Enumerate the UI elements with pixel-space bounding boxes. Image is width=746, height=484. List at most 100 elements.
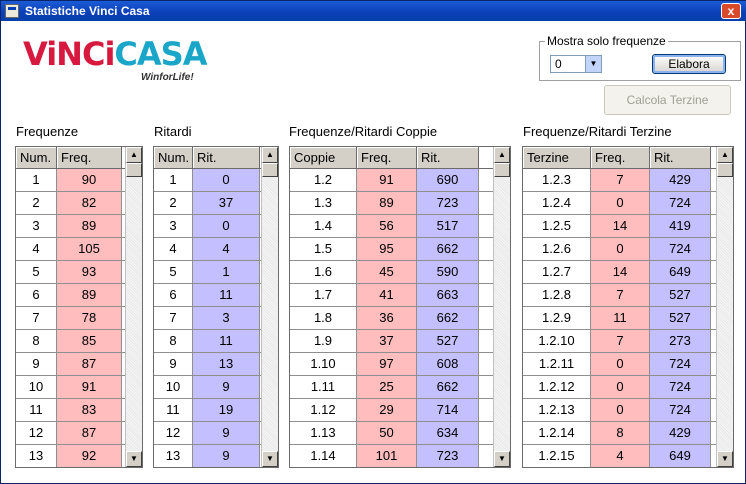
table-cell: 5 [16, 261, 57, 283]
table-row[interactable]: 1.2.9 11 527 [523, 307, 733, 330]
table-row[interactable]: 1.2.8 7 527 [523, 284, 733, 307]
table-row[interactable]: 1.8 36 662 [290, 307, 510, 330]
close-button[interactable]: x [721, 3, 741, 19]
table-row[interactable]: 1.5 95 662 [290, 238, 510, 261]
arrow-down-icon[interactable]: ▼ [262, 451, 278, 467]
table-row[interactable]: 1.2 91 690 [290, 169, 510, 192]
table-row[interactable]: 1.2.7 14 649 [523, 261, 733, 284]
arrow-up-icon[interactable]: ▲ [717, 147, 733, 163]
column-header[interactable]: Rit. [417, 147, 479, 168]
table-row[interactable]: 12 9 [154, 422, 278, 445]
scroll-thumb[interactable] [126, 163, 142, 177]
arrow-down-icon[interactable]: ▼ [494, 451, 510, 467]
frequency-filter-combo[interactable]: 0 ▼ [550, 55, 602, 73]
scroll-thumb[interactable] [717, 163, 733, 177]
column-header[interactable]: Freq. [57, 147, 122, 168]
table-row[interactable]: 1.2.4 0 724 [523, 192, 733, 215]
table-row[interactable]: 13 92 [16, 445, 142, 467]
table-row[interactable]: 1.2.14 8 429 [523, 422, 733, 445]
vertical-scrollbar[interactable]: ▲ ▼ [125, 147, 142, 467]
vertical-scrollbar[interactable]: ▲ ▼ [493, 147, 510, 467]
coppie-table[interactable]: Coppie Freq. Rit. 1.2 91 690 1.3 89 723 1.4 56 517 1… [289, 146, 511, 468]
table-cell: 6 [16, 284, 57, 306]
table-row[interactable]: 1.10 97 608 [290, 353, 510, 376]
column-header[interactable]: Rit. [650, 147, 711, 168]
column-header[interactable]: Terzine [523, 147, 591, 168]
table-row[interactable]: 1.2.3 7 429 [523, 169, 733, 192]
column-header[interactable]: Rit. [193, 147, 260, 168]
vertical-scrollbar[interactable]: ▲ ▼ [716, 147, 733, 467]
table-row[interactable]: 1.11 25 662 [290, 376, 510, 399]
table-row[interactable]: 6 89 [16, 284, 142, 307]
arrow-down-icon[interactable]: ▼ [717, 451, 733, 467]
chevron-down-icon[interactable]: ▼ [585, 56, 601, 72]
elabora-button[interactable]: Elabora [652, 54, 726, 74]
table-row[interactable]: 1.2.11 0 724 [523, 353, 733, 376]
table-row[interactable]: 2 82 [16, 192, 142, 215]
table-cell: 1.2.5 [523, 215, 591, 237]
table-cell: 1.2.3 [523, 169, 591, 191]
arrow-up-icon[interactable]: ▲ [262, 147, 278, 163]
vertical-scrollbar[interactable]: ▲ ▼ [261, 147, 278, 467]
table-row[interactable]: 1.3 89 723 [290, 192, 510, 215]
table-row[interactable]: 7 78 [16, 307, 142, 330]
table-row[interactable]: 13 9 [154, 445, 278, 467]
ritardi-table[interactable]: Num. Rit. 1 0 2 37 3 0 4 4 5 1 6 11 7 3 8 11 9 13 10 9 11 19 12 9… [153, 146, 279, 468]
table-row[interactable]: 4 105 [16, 238, 142, 261]
table-row[interactable]: 1.2.5 14 419 [523, 215, 733, 238]
table-row[interactable]: 1.2.10 7 273 [523, 330, 733, 353]
column-header[interactable]: Freq. [591, 147, 650, 168]
table-row[interactable]: 1.12 29 714 [290, 399, 510, 422]
scroll-thumb[interactable] [494, 163, 510, 177]
table-row[interactable]: 2 37 [154, 192, 278, 215]
table-cell: 663 [417, 284, 479, 306]
column-header[interactable]: Num. [16, 147, 57, 168]
table-row[interactable]: 9 13 [154, 353, 278, 376]
table-row[interactable]: 1.6 45 590 [290, 261, 510, 284]
table-row[interactable]: 12 87 [16, 422, 142, 445]
table-row[interactable]: 10 91 [16, 376, 142, 399]
table-row[interactable]: 5 93 [16, 261, 142, 284]
table-row[interactable]: 1.2.13 0 724 [523, 399, 733, 422]
table-row[interactable]: 11 19 [154, 399, 278, 422]
table-row[interactable]: 8 85 [16, 330, 142, 353]
table-row[interactable]: 9 87 [16, 353, 142, 376]
table-row[interactable]: 1.13 50 634 [290, 422, 510, 445]
table-row[interactable]: 1.2.12 0 724 [523, 376, 733, 399]
table-row[interactable]: 11 83 [16, 399, 142, 422]
terzine-table[interactable]: Terzine Freq. Rit. 1.2.3 7 429 1.2.4 0 724 1.2.5 1… [522, 146, 734, 468]
table-row[interactable]: 1.2.6 0 724 [523, 238, 733, 261]
arrow-down-icon[interactable]: ▼ [126, 451, 142, 467]
table-cell: 11 [193, 284, 260, 306]
terzine-heading: Frequenze/Ritardi Terzine [523, 124, 672, 139]
table-cell: 0 [591, 238, 650, 260]
table-row[interactable]: 8 11 [154, 330, 278, 353]
table-row[interactable]: 1.7 41 663 [290, 284, 510, 307]
calcola-terzine-button[interactable]: Calcola Terzine [604, 85, 731, 115]
table-row[interactable]: 10 9 [154, 376, 278, 399]
table-row[interactable]: 3 89 [16, 215, 142, 238]
column-header[interactable]: Coppie [290, 147, 357, 168]
table-cell: 10 [16, 376, 57, 398]
column-header[interactable]: Freq. [357, 147, 417, 168]
table-row[interactable]: 1.2.15 4 649 [523, 445, 733, 467]
table-cell: 527 [417, 330, 479, 352]
table-cell: 634 [417, 422, 479, 444]
frequenze-table[interactable]: Num. Freq. 1 90 2 82 3 89 4 105 5 93 6 89 7 78 8 85 9 87 10 9… [15, 146, 143, 468]
table-row[interactable]: 6 11 [154, 284, 278, 307]
column-header[interactable]: Num. [154, 147, 193, 168]
table-cell: 3 [193, 307, 260, 329]
table-row[interactable]: 1.4 56 517 [290, 215, 510, 238]
table-row[interactable]: 1.9 37 527 [290, 330, 510, 353]
arrow-up-icon[interactable]: ▲ [126, 147, 142, 163]
arrow-up-icon[interactable]: ▲ [494, 147, 510, 163]
scroll-thumb[interactable] [262, 163, 278, 177]
table-row[interactable]: 1.14 101 723 [290, 445, 510, 467]
table-row[interactable]: 1 90 [16, 169, 142, 192]
